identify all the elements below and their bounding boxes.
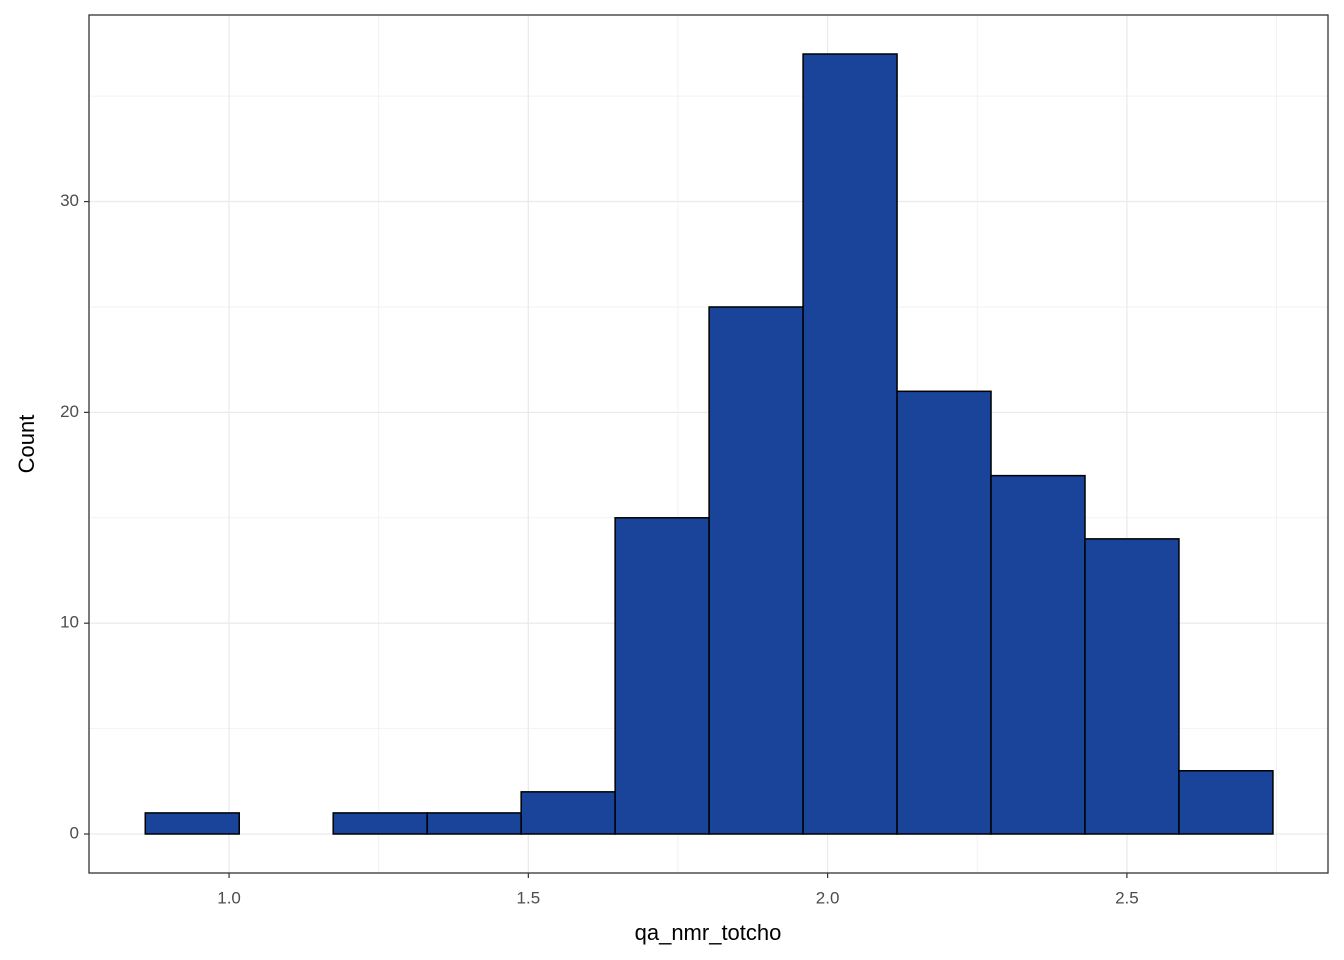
bar [144,812,240,835]
bar [426,812,522,835]
bar [896,390,992,835]
y-axis-label: Count [14,415,39,474]
x-tick-label: 2.0 [816,888,840,907]
y-tick-label: 30 [60,191,79,210]
y-tick-label: 20 [60,402,79,421]
bar [614,517,710,835]
bar [1084,538,1180,835]
bar [520,791,616,835]
x-tick-label: 1.5 [517,888,541,907]
x-tick-label: 1.0 [217,888,241,907]
x-tick-label: 2.5 [1115,888,1139,907]
bar [1178,770,1274,835]
y-tick-label: 0 [70,823,79,842]
panel-border [88,14,1329,874]
x-axis-label: qa_nmr_totcho [635,920,782,945]
bar [802,53,898,835]
y-tick-label: 10 [60,613,79,632]
bar [990,474,1086,835]
bar [708,306,804,835]
bar [332,812,428,835]
